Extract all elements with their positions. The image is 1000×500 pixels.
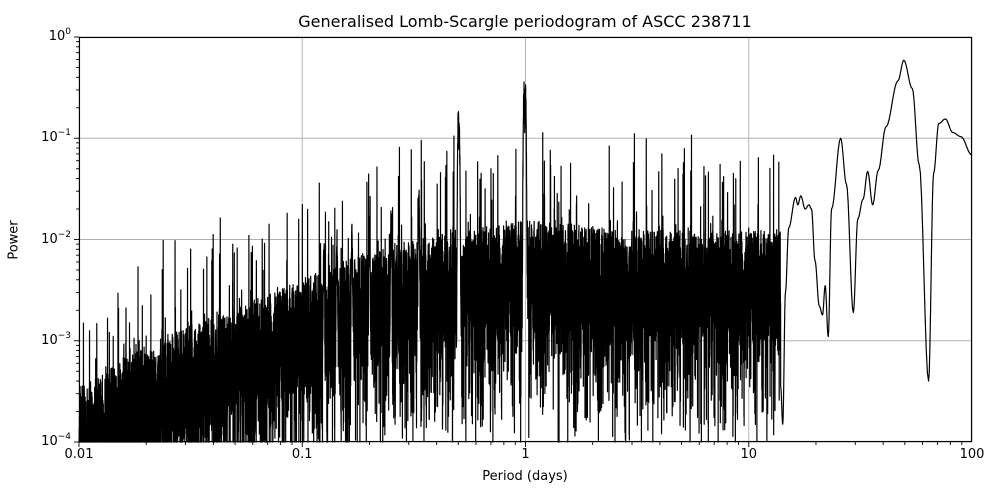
y-tick-label: 10−4	[41, 432, 71, 449]
periodogram-curve	[78, 59, 973, 443]
x-tick-label: 1	[521, 447, 530, 462]
periodogram-plot	[74, 36, 973, 447]
axes-border	[78, 36, 973, 443]
x-axis-label: Period (days)	[482, 469, 568, 484]
axes-frame	[74, 36, 973, 447]
power-line	[78, 59, 973, 443]
y-tick-label: 100	[48, 27, 71, 44]
plot-area	[74, 36, 973, 447]
x-tick-label: 100	[959, 447, 985, 462]
chart-title: Generalised Lomb-Scargle periodogram of …	[298, 12, 752, 31]
x-tick-label: 10	[740, 447, 758, 462]
x-tick-label: 0.1	[291, 447, 313, 462]
y-tick-label: 10−3	[41, 330, 71, 348]
y-tick-label: 10−2	[41, 229, 71, 247]
x-tick-label: 0.01	[64, 447, 94, 462]
y-tick-label: 10−1	[41, 128, 71, 146]
